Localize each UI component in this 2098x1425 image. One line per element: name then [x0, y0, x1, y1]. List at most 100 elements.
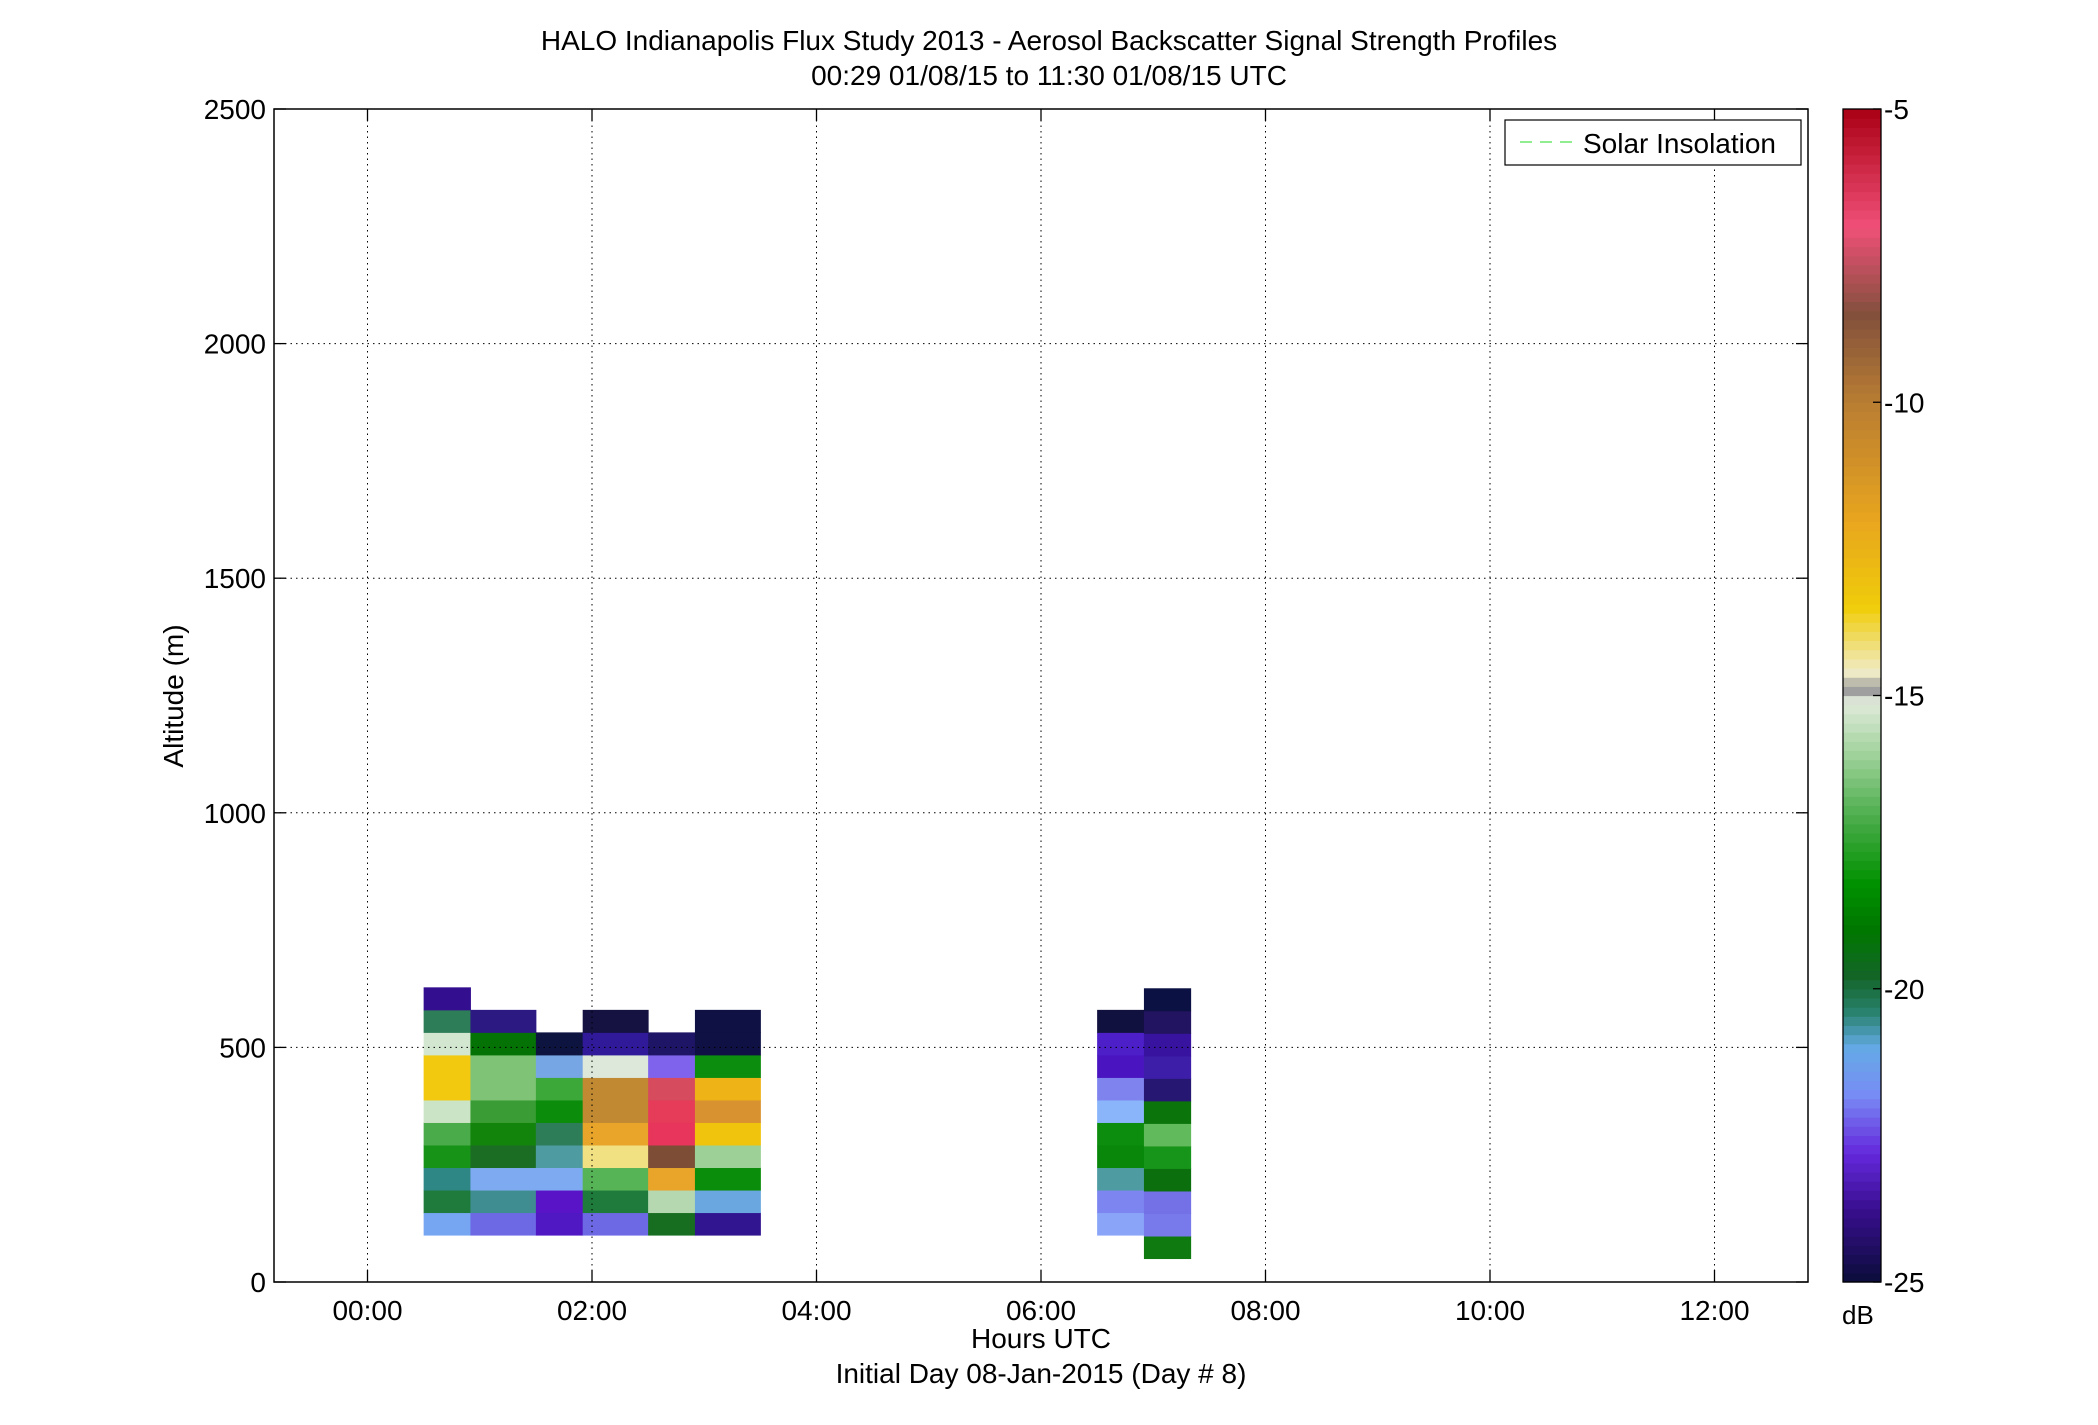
- y-tick-label: 500: [219, 1032, 266, 1063]
- colorbar-segment: [1843, 1263, 1881, 1274]
- colorbar-segment: [1843, 860, 1881, 871]
- heatmap-cell: [648, 1077, 696, 1101]
- heatmap-cell: [1143, 1168, 1192, 1192]
- heatmap-cell: [535, 1099, 584, 1123]
- colorbar-segment: [1843, 869, 1881, 880]
- colorbar-segment: [1843, 713, 1881, 724]
- colorbar-segment: [1843, 631, 1881, 642]
- heatmap-cell: [648, 1167, 696, 1191]
- colorbar-segment: [1843, 750, 1881, 761]
- colorbar-segment: [1843, 145, 1881, 156]
- colorbar-segment: [1843, 1153, 1881, 1164]
- colorbar-tick-label: -5: [1884, 94, 1909, 125]
- colorbar-segment: [1843, 952, 1881, 962]
- y-tick-label: 1500: [204, 563, 266, 594]
- colorbar-segment: [1843, 1208, 1881, 1219]
- colorbar-segment: [1843, 356, 1881, 367]
- heatmap-cell: [1143, 988, 1192, 1012]
- colorbar-segment: [1843, 411, 1881, 422]
- colorbar-segment: [1843, 1117, 1881, 1127]
- colorbar-segment: [1843, 209, 1881, 220]
- colorbar-segment: [1843, 365, 1881, 376]
- heatmap-cell: [470, 1032, 537, 1056]
- colorbar-segment: [1843, 347, 1881, 358]
- heatmap-cell: [535, 1077, 584, 1101]
- colorbar-segment: [1843, 328, 1881, 339]
- colorbar-tick-label: -25: [1884, 1267, 1924, 1298]
- legend-box: [1504, 119, 1802, 166]
- colorbar-segment: [1843, 1199, 1881, 1210]
- colorbar-segment: [1843, 970, 1881, 981]
- heatmap-cell: [470, 1077, 537, 1101]
- colorbar-segment: [1843, 787, 1881, 797]
- colorbar-segment: [1843, 283, 1881, 293]
- colorbar-segment: [1843, 851, 1881, 862]
- colorbar-segment: [1843, 393, 1881, 403]
- colorbar-segment: [1843, 228, 1881, 238]
- heatmap-cell: [1097, 1099, 1145, 1123]
- colorbar-segment: [1843, 109, 1881, 119]
- heatmap-cell: [582, 1054, 649, 1078]
- colorbar-segment: [1843, 512, 1881, 522]
- heatmap-cell: [1097, 1190, 1145, 1214]
- heatmap-cell: [1097, 1077, 1145, 1101]
- colorbar-segment: [1843, 1007, 1881, 1017]
- colorbar-segment: [1843, 237, 1881, 248]
- colorbar-tick-label: -20: [1884, 974, 1924, 1005]
- y-tick-label: 2500: [204, 94, 266, 125]
- heatmap-cell: [535, 1167, 584, 1191]
- colorbar-segment: [1843, 264, 1881, 275]
- heatmap-cell: [582, 1190, 649, 1214]
- colorbar-segment: [1843, 521, 1881, 532]
- x-tick-label: 12:00: [1679, 1295, 1749, 1326]
- x-tick-label: 06:00: [1006, 1295, 1076, 1326]
- heatmap-cell: [470, 1144, 537, 1169]
- heatmap-cell: [694, 1054, 761, 1078]
- colorbar-segment: [1843, 1181, 1881, 1191]
- colorbar-segment: [1843, 338, 1881, 348]
- colorbar-segment: [1843, 182, 1881, 193]
- colorbar-segment: [1843, 906, 1881, 917]
- heatmap-cell: [423, 1167, 471, 1191]
- colorbar-segment: [1843, 118, 1881, 128]
- y-tick-label: 2000: [204, 329, 266, 360]
- colorbar: -5 -10 -15 -20 -25: [1842, 94, 1924, 1298]
- colorbar-segment: [1843, 961, 1881, 972]
- colorbar-segment: [1843, 603, 1881, 614]
- heatmap-cell: [470, 1212, 537, 1236]
- heatmap-cell: [648, 1144, 696, 1169]
- heatmap-cell: [423, 1122, 471, 1146]
- heatmap-cell: [694, 1009, 761, 1033]
- colorbar-segment: [1843, 1227, 1881, 1237]
- heatmap-cell: [423, 1099, 471, 1123]
- heatmap-cell: [1143, 1145, 1192, 1169]
- colorbar-segment: [1843, 777, 1881, 788]
- heatmap-cell: [582, 1009, 649, 1033]
- heatmap-cell: [470, 1054, 537, 1078]
- heatmap-cell: [535, 1032, 584, 1056]
- x-tick-label: 10:00: [1455, 1295, 1525, 1326]
- colorbar-segment: [1843, 466, 1881, 477]
- colorbar-segment: [1843, 887, 1881, 898]
- colorbar-segment: [1843, 438, 1881, 449]
- heatmap-cell: [1097, 1167, 1145, 1191]
- heatmap-cell: [582, 1122, 649, 1146]
- heatmap-cell: [423, 1212, 471, 1236]
- colorbar-segment: [1843, 759, 1881, 770]
- colorbar-segment: [1843, 768, 1881, 779]
- colorbar-segment: [1843, 484, 1881, 495]
- colorbar-segment: [1843, 997, 1881, 1008]
- heatmap-cell: [423, 1054, 471, 1078]
- colorbar-segment: [1843, 558, 1881, 568]
- heatmap-cell: [470, 1190, 537, 1214]
- colorbar-segment: [1843, 200, 1881, 211]
- colorbar-segment: [1843, 668, 1881, 678]
- heatmap-cell: [1097, 1009, 1145, 1033]
- colorbar-segment: [1843, 374, 1881, 385]
- heatmap-cell: [694, 1122, 761, 1146]
- colorbar-segment: [1843, 255, 1881, 266]
- colorbar-segment: [1843, 576, 1881, 587]
- heatmap-cell: [582, 1144, 649, 1169]
- colorbar-segment: [1843, 1217, 1881, 1228]
- heatmap-cell: [582, 1212, 649, 1236]
